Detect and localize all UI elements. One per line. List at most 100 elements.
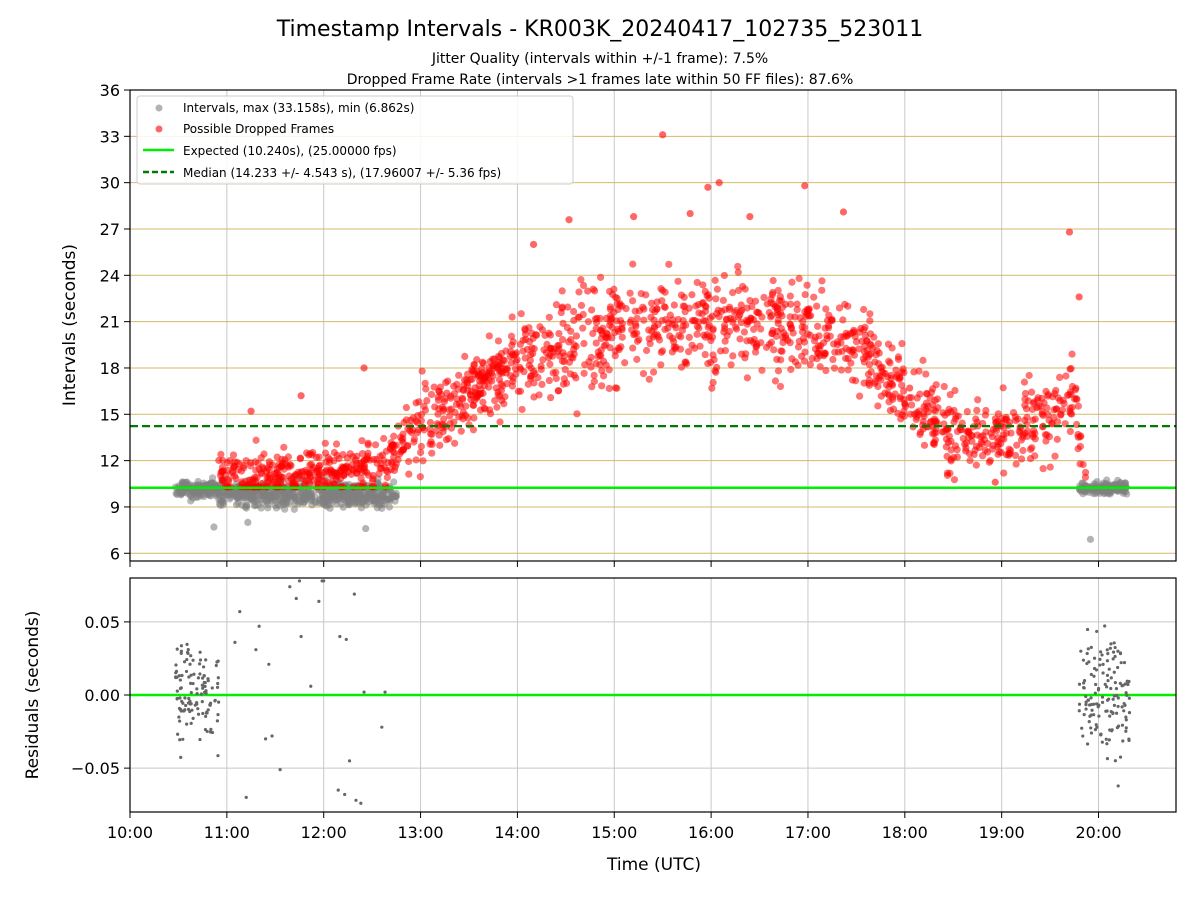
top-y-tick-label: 9: [110, 498, 120, 517]
dropped-frame-point: [613, 300, 621, 308]
dropped-frame-point: [757, 339, 765, 347]
residual-point: [1081, 734, 1085, 738]
dropped-frame-point: [622, 304, 630, 313]
dropped-frame-point: [441, 395, 449, 403]
residual-point: [190, 708, 194, 712]
residual-point: [1087, 720, 1091, 724]
dropped-frame-point: [947, 446, 955, 454]
dropped-frame-point: [900, 387, 908, 395]
dropped-frame-point: [546, 344, 554, 352]
top-y-tick-label: 21: [100, 313, 120, 332]
dropped-frame-point: [447, 405, 455, 413]
residual-point: [1124, 729, 1128, 733]
dropped-frame-point: [545, 354, 553, 362]
dropped-frame-point: [932, 417, 940, 425]
bottom-x-tick-label: 10:00: [107, 823, 153, 842]
dropped-frame-point: [470, 414, 478, 422]
dropped-frame-point: [737, 301, 745, 309]
normal-interval-point: [385, 503, 394, 511]
dropped-frame-point: [252, 436, 260, 444]
dropped-frame-point: [709, 378, 717, 387]
dropped-frame-point: [962, 447, 970, 455]
dropped-frame-point: [658, 297, 666, 305]
normal-interval-point: [392, 489, 400, 497]
residual-point: [1094, 723, 1098, 727]
residual-point: [1106, 652, 1110, 656]
residual-point: [1081, 658, 1086, 662]
dropped-frame-point: [436, 383, 445, 391]
dropped-frame-point: [461, 352, 469, 360]
dropped-frame-point: [549, 369, 557, 377]
dropped-frame-point: [375, 470, 383, 478]
dropped-frame-point: [670, 343, 678, 351]
dropped-frame-point: [580, 339, 588, 348]
dropped-frame-point: [486, 406, 494, 414]
dropped-frame-point: [823, 331, 831, 340]
dropped-frame-point: [814, 349, 823, 357]
dropped-frame-point: [380, 434, 388, 443]
dropped-frame-point: [1028, 388, 1036, 396]
dropped-frame-point: [866, 330, 875, 338]
residual-point: [1111, 657, 1115, 661]
dropped-frame-point: [479, 398, 487, 406]
dropped-frame-point: [503, 365, 511, 374]
residual-point: [1089, 645, 1093, 649]
residual-point: [1113, 654, 1117, 659]
dropped-frame-point: [423, 397, 431, 405]
dropped-frame-point: [786, 321, 795, 329]
residual-point: [178, 696, 182, 700]
bottom-x-tick-label: 19:00: [979, 823, 1025, 842]
dropped-frame-point: [633, 314, 641, 322]
residual-point: [1112, 670, 1116, 674]
dropped-frame-point: [1077, 432, 1085, 440]
dropped-frame-point: [754, 308, 762, 317]
dropped-frame-point: [688, 291, 696, 299]
dropped-frame-point: [962, 439, 970, 447]
bottom-x-tick-label: 18:00: [882, 823, 928, 842]
legend-dropped-label: Possible Dropped Frames: [183, 122, 334, 136]
residual-point: [1105, 742, 1109, 746]
dropped-frame-point: [1075, 293, 1083, 301]
residual-point: [1125, 679, 1129, 683]
dropped-frame-point: [844, 302, 852, 310]
residual-point: [1089, 672, 1093, 677]
dropped-frame-point: [464, 370, 472, 378]
residual-point: [1123, 703, 1127, 707]
residual-point: [1100, 700, 1105, 704]
dropped-frame-point: [605, 366, 613, 374]
residual-point: [1118, 755, 1123, 759]
dropped-frame-point: [837, 366, 845, 374]
residual-point: [189, 702, 193, 706]
normal-interval-point: [1093, 477, 1101, 486]
residual-point: [186, 651, 190, 655]
dropped-frame-point: [828, 316, 836, 324]
dropped-frame-point: [848, 376, 857, 384]
dropped-frame-point: [844, 366, 852, 374]
dropped-frame-point: [945, 432, 953, 440]
residual-point: [1086, 647, 1090, 651]
legend-normal-marker: [155, 104, 163, 112]
normal-interval-point: [1086, 535, 1095, 543]
dropped-frame-point: [746, 296, 754, 305]
dropped-frame-point: [887, 371, 895, 380]
residual-point: [309, 684, 313, 688]
dropped-frame-point: [581, 361, 589, 369]
dropped-frame-point: [693, 278, 701, 287]
residual-point: [1112, 641, 1116, 645]
residual-point: [1089, 713, 1093, 717]
bottom-x-tick-label: 17:00: [785, 823, 831, 842]
residual-point: [1105, 685, 1109, 689]
dropped-frame-point: [659, 131, 667, 139]
dropped-frame-point: [972, 461, 980, 469]
dropped-frame-point: [770, 346, 778, 354]
dropped-frame-point: [929, 430, 937, 438]
dropped-frame-point: [786, 292, 794, 300]
residual-point: [191, 658, 195, 662]
dropped-frame-point: [866, 317, 874, 325]
residual-point: [1096, 688, 1101, 692]
residual-point: [1089, 696, 1093, 700]
dropped-frame-point: [284, 453, 293, 461]
dropped-frame-point: [599, 357, 608, 365]
dropped-frame-point: [503, 379, 511, 388]
residual-point: [233, 640, 237, 644]
